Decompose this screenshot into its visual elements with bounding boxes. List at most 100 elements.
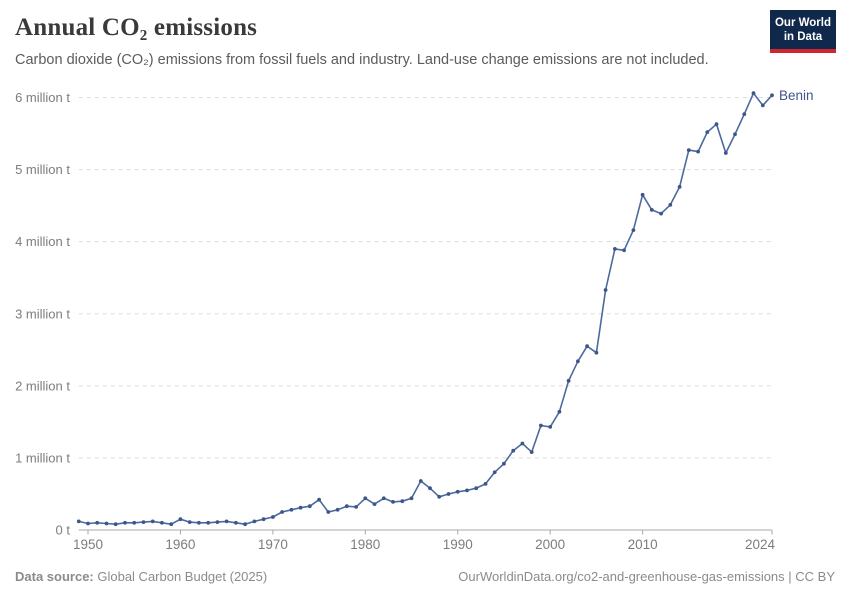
x-tick-label: 1960 — [165, 537, 195, 552]
data-point[interactable] — [483, 482, 488, 486]
data-point[interactable] — [178, 517, 183, 522]
data-point[interactable] — [585, 344, 589, 349]
data-point[interactable] — [622, 248, 626, 253]
data-point[interactable] — [492, 470, 497, 475]
data-point[interactable] — [76, 519, 81, 524]
data-point[interactable] — [252, 519, 257, 524]
data-point[interactable] — [705, 130, 710, 135]
x-tick-label: 1970 — [258, 537, 288, 552]
data-point[interactable] — [557, 409, 562, 414]
data-point[interactable] — [631, 228, 636, 233]
data-point[interactable] — [335, 507, 340, 512]
data-point[interactable] — [400, 499, 405, 504]
data-point[interactable] — [502, 461, 506, 466]
owid-logo-line2: in Data — [783, 30, 823, 43]
data-point[interactable] — [576, 359, 580, 364]
data-point[interactable] — [187, 520, 192, 524]
data-point[interactable] — [446, 492, 451, 496]
data-point[interactable] — [113, 522, 118, 527]
x-tick-label: 1990 — [443, 537, 473, 552]
y-tick-label: 0 t — [56, 523, 71, 538]
data-point[interactable] — [520, 441, 525, 446]
data-line[interactable] — [78, 92, 773, 525]
data-point[interactable] — [298, 505, 303, 510]
data-point[interactable] — [548, 425, 553, 429]
y-tick-label: 2 million t — [15, 378, 70, 393]
data-point[interactable] — [511, 448, 516, 453]
data-point[interactable] — [686, 148, 691, 153]
data-point[interactable] — [344, 504, 349, 509]
data-point[interactable] — [86, 521, 90, 526]
data-point[interactable] — [465, 488, 469, 493]
data-point[interactable] — [141, 520, 146, 524]
data-point[interactable] — [123, 520, 127, 525]
data-point[interactable] — [132, 520, 137, 525]
data-point[interactable] — [224, 519, 229, 524]
data-point[interactable] — [640, 192, 645, 197]
data-point[interactable] — [197, 520, 201, 525]
data-point[interactable] — [243, 522, 248, 527]
data-point[interactable] — [770, 93, 774, 98]
data-point[interactable] — [307, 504, 312, 509]
data-point[interactable] — [280, 510, 284, 514]
data-point[interactable] — [372, 502, 377, 506]
data-source-value: Global Carbon Budget (2025) — [93, 569, 268, 584]
data-point[interactable] — [261, 517, 266, 522]
data-point[interactable] — [733, 132, 737, 137]
page-title: Annual CO₂ emissions — [15, 14, 258, 41]
data-point[interactable] — [409, 496, 414, 501]
data-point[interactable] — [150, 519, 155, 524]
data-point[interactable] — [529, 450, 534, 454]
license-link[interactable]: OurWorldinData.org/co2-and-greenhouse-ga… — [458, 569, 835, 584]
data-point[interactable] — [289, 507, 294, 512]
entity-label[interactable]: Benin — [779, 88, 814, 103]
data-source: Data source: Global Carbon Budget (2025) — [15, 569, 267, 584]
data-point[interactable] — [455, 489, 460, 494]
data-point[interactable] — [169, 522, 174, 527]
data-point[interactable] — [751, 91, 756, 96]
data-point[interactable] — [474, 486, 479, 491]
data-point[interactable] — [760, 103, 765, 108]
data-point[interactable] — [160, 520, 164, 525]
y-tick-label: 6 million t — [15, 90, 70, 105]
data-point[interactable] — [649, 208, 654, 212]
data-point[interactable] — [95, 520, 100, 525]
data-point[interactable] — [668, 203, 673, 207]
data-point[interactable] — [271, 515, 275, 519]
data-point[interactable] — [539, 423, 543, 428]
data-point[interactable] — [104, 521, 109, 526]
data-point[interactable] — [354, 505, 358, 509]
y-tick-label: 4 million t — [15, 234, 70, 249]
data-point[interactable] — [206, 520, 211, 525]
owid-logo-line1: Our World — [774, 17, 831, 29]
data-point[interactable] — [234, 520, 238, 525]
data-point[interactable] — [418, 479, 423, 483]
data-point[interactable] — [317, 497, 321, 502]
x-tick-label: 1950 — [73, 537, 103, 552]
data-point[interactable] — [566, 378, 571, 383]
data-point[interactable] — [428, 486, 432, 491]
data-point[interactable] — [437, 494, 442, 499]
data-point[interactable] — [723, 151, 728, 155]
data-point[interactable] — [363, 496, 368, 501]
x-tick-label: 2000 — [535, 537, 565, 552]
data-point[interactable] — [381, 496, 386, 501]
x-tick-label: 2024 — [745, 537, 776, 552]
data-point[interactable] — [594, 350, 599, 355]
owid-logo[interactable]: Our World in Data — [770, 10, 836, 53]
data-point[interactable] — [613, 247, 617, 251]
data-point[interactable] — [603, 288, 608, 292]
data-point[interactable] — [326, 510, 331, 514]
data-source-label: Data source: — [15, 569, 94, 584]
data-point[interactable] — [391, 500, 395, 504]
x-tick-label: 2010 — [628, 537, 658, 552]
data-point[interactable] — [714, 122, 719, 127]
data-point[interactable] — [677, 185, 682, 189]
data-point[interactable] — [696, 149, 700, 154]
y-tick-label: 1 million t — [15, 450, 70, 465]
data-point[interactable] — [742, 112, 747, 116]
data-point[interactable] — [659, 211, 663, 216]
data-point[interactable] — [215, 520, 220, 524]
